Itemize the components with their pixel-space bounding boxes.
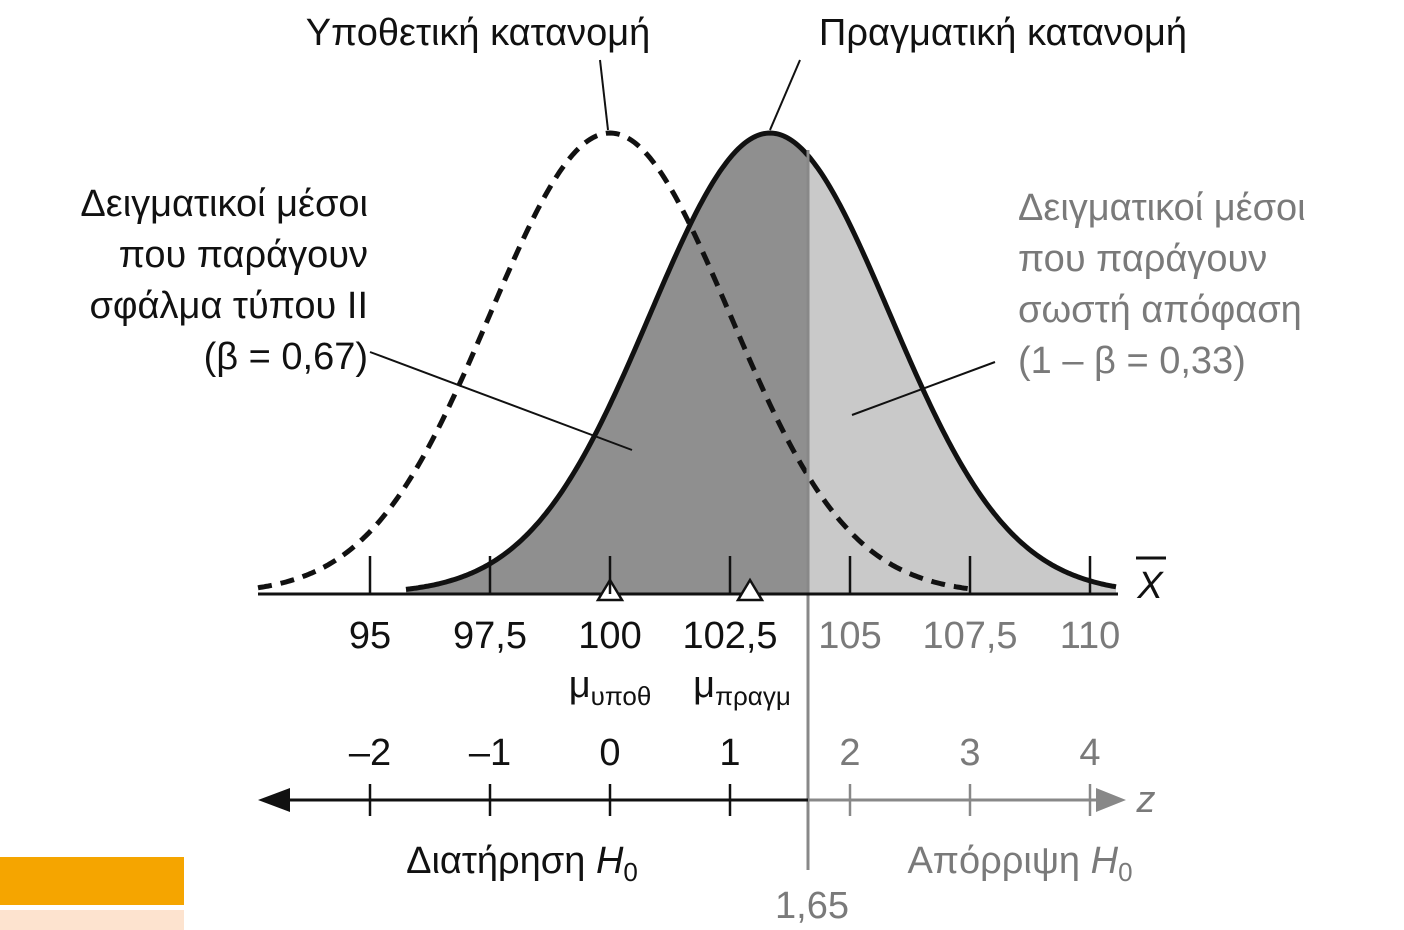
mu-hyp: μυποθ [569,664,652,711]
x-tick-label: 97,5 [453,615,527,657]
actual-curve [405,130,1117,592]
leader-line [599,59,609,131]
z-axis-label: z [1136,779,1156,821]
mu-act: μπραγμ [693,664,791,711]
hypothetical-curve [257,130,971,592]
subscript: υποθ [591,681,652,711]
mu-act-marker [735,577,765,602]
z-tick-label: 3 [959,732,980,774]
x-tick-label: 110 [1060,615,1121,657]
note: που παράγουν [119,234,368,276]
label: Υποθετική κατανομή [306,12,651,54]
z-tick-label: 4 [1079,732,1100,774]
note: Δειγματικοί μέσοι [80,183,368,225]
note: σωστή απόφαση [1018,289,1302,331]
note: σφάλμα τύπου ΙΙ [89,285,368,327]
symbol: μ [569,664,591,706]
text: Διατήρηση [406,840,596,882]
var: H [596,840,624,882]
leader-line [851,361,996,416]
z-tick-label: 1 [719,732,740,774]
note: (β = 0,67) [204,336,368,378]
subscript: πραγμ [715,681,791,711]
label: Πραγματική κατανομή [819,12,1187,54]
leader-line [369,351,633,451]
x-tick-label: 105 [818,615,881,657]
peach-bar [0,910,184,930]
text: Απόρριψη [907,840,1090,882]
var: H [1091,840,1119,882]
note: Δειγματικοί μέσοι [1018,187,1306,229]
z-tick-label: 0 [599,732,620,774]
beta-area [406,133,808,594]
z-tick-label: –2 [349,732,391,774]
critical-label: 1,65 [775,885,849,927]
symbol: μ [693,664,715,706]
leader-line [769,59,801,131]
x-tick-label: 102,5 [682,615,777,657]
reject-label: Απόρριψη H0 [907,840,1132,887]
power-area [808,155,1116,594]
x-tick-label: 95 [349,615,391,657]
subscript: 0 [623,857,637,887]
z-arrow-left [258,788,290,812]
z-arrow-right [1096,788,1126,812]
orange-bar [0,857,184,905]
retain-label: Διατήρηση H0 [406,840,638,887]
note: που παράγουν [1018,238,1267,280]
subscript: 0 [1118,857,1132,887]
x-tick-label: 107,5 [922,615,1017,657]
z-tick-label: 2 [839,732,860,774]
x-tick-label: 100 [578,615,641,657]
x-axis-label: X [1136,565,1164,607]
note: (1 – β = 0,33) [1018,340,1246,382]
z-tick-label: –1 [469,732,511,774]
